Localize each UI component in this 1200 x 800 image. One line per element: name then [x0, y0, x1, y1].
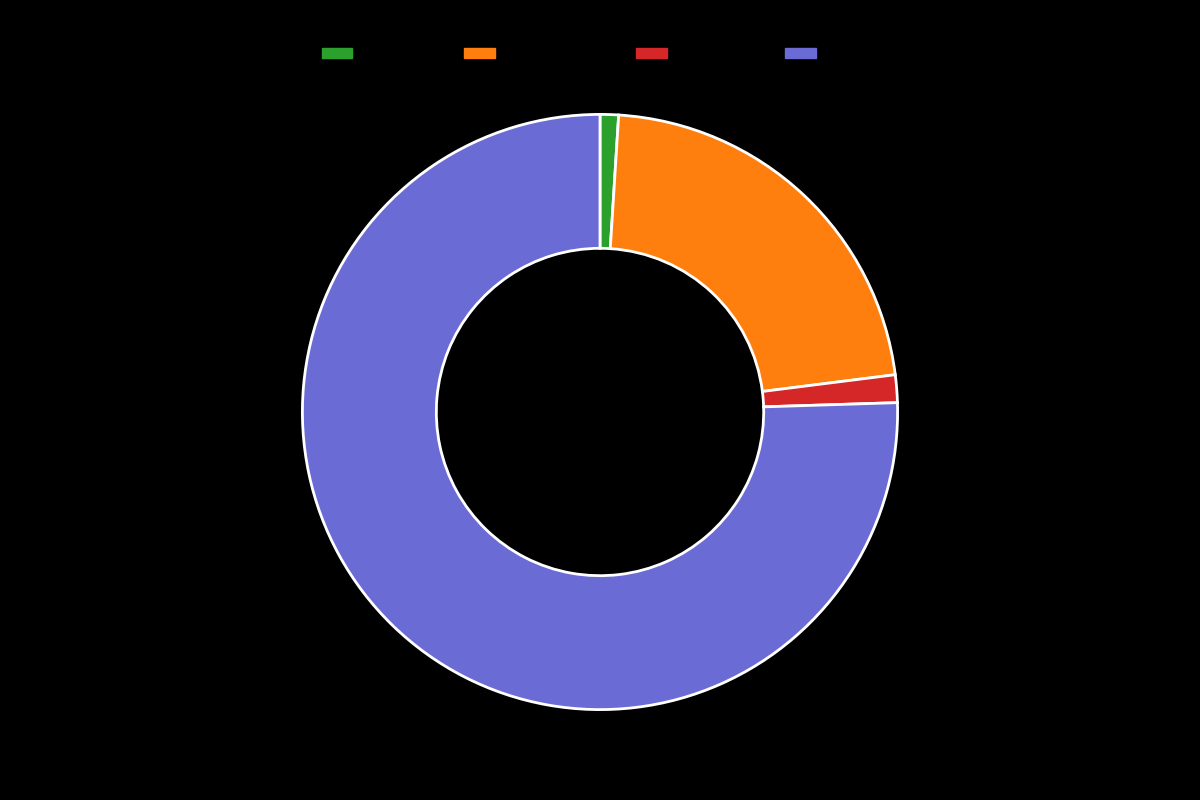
Wedge shape [611, 115, 895, 391]
Legend: Beginner, Intermediate, Advanced, Expert: Beginner, Intermediate, Advanced, Expert [316, 40, 884, 67]
Wedge shape [302, 114, 898, 710]
Wedge shape [600, 114, 619, 249]
Wedge shape [762, 374, 898, 407]
